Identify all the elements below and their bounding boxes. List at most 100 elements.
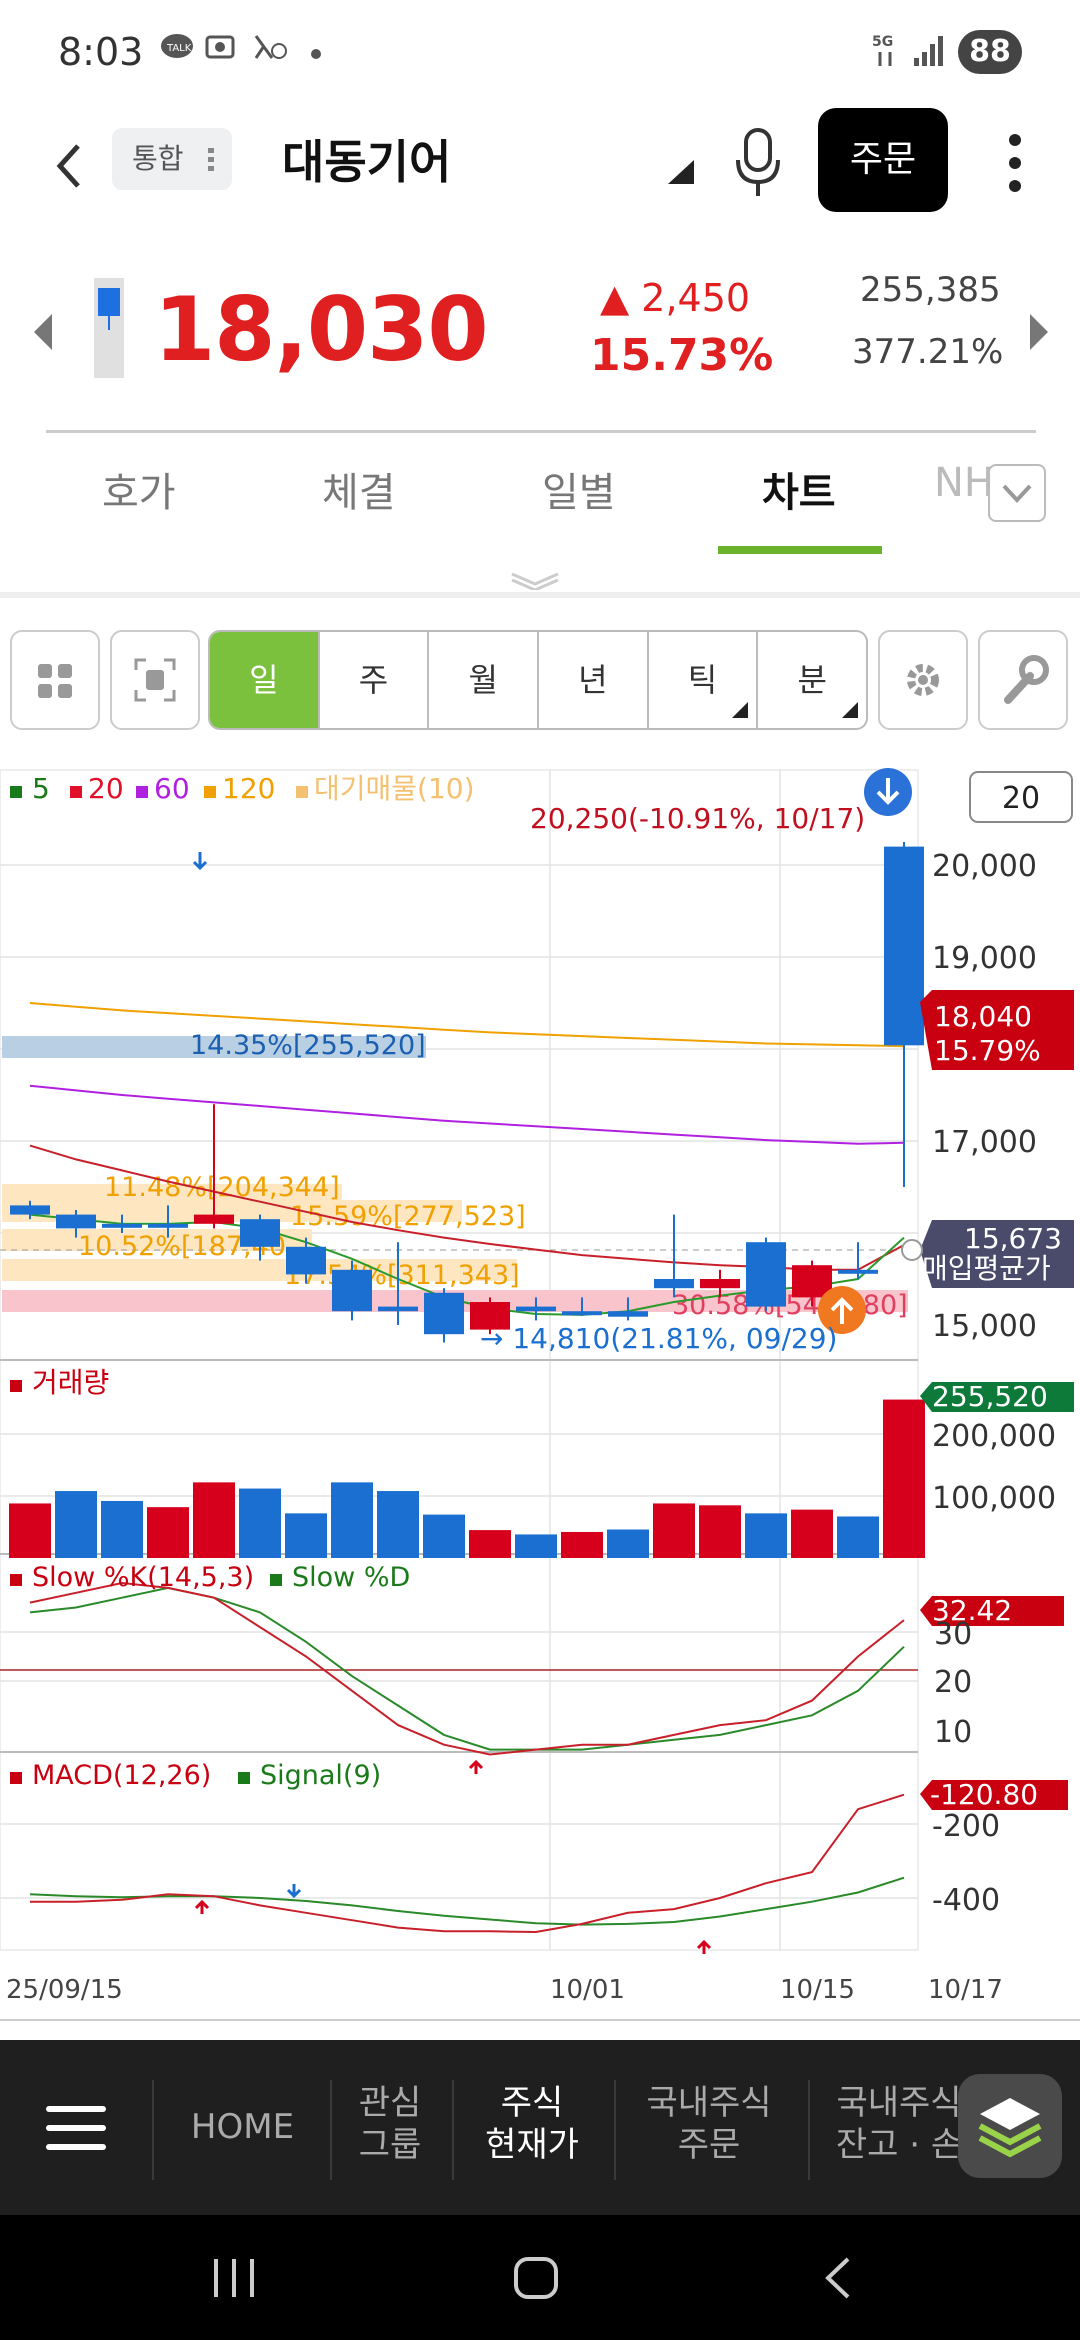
back-arrow-icon [56,144,80,188]
more-vertical-icon [1009,134,1021,192]
avg-price-tag [920,1220,1074,1288]
stock-chart[interactable]: 14.35%[255,520] 11.48%[204,344] 15.59%[2… [0,762,1080,2022]
candle-body [378,1306,418,1312]
dropdown-corner-icon [842,702,859,718]
volume-bar [883,1399,925,1558]
tab-expand-button[interactable] [988,464,1046,522]
market-tag-button[interactable]: 통합 [112,128,232,190]
nav-home[interactable]: HOME [190,2107,295,2147]
voice-search-button[interactable] [730,126,786,202]
tab-nh[interactable]: NH [934,460,994,506]
avg-price-handle[interactable] [901,1239,923,1261]
price-tick: 17,000 [932,1125,1037,1160]
volume-bar [377,1491,419,1558]
volume-axis: 200,000 100,000 [932,1419,1056,1516]
home-icon[interactable] [512,2253,560,2303]
period-month[interactable]: 월 [429,632,540,728]
macd-tick: -400 [932,1883,1000,1918]
candle-body [654,1279,694,1289]
system-navigation [0,2215,1080,2340]
current-price: 18,030 [154,278,489,381]
period-minute[interactable]: 분 [758,632,866,728]
wrench-icon [1004,655,1049,704]
ma60-line [29,1084,905,1145]
menu-button[interactable] [46,2104,108,2152]
period-week[interactable]: 주 [320,632,430,728]
candle-body [838,1269,878,1274]
tools-button[interactable] [978,630,1068,730]
ma120-line [29,1002,905,1048]
volume-bar [239,1488,281,1558]
ma60-legend: 60 [154,772,190,805]
more-menu-button[interactable] [1000,130,1030,196]
candle-body [332,1269,372,1312]
prev-stock-button[interactable] [34,314,52,350]
back-button[interactable] [48,136,88,196]
settings-button[interactable] [878,630,968,730]
nav-balance[interactable]: 국내주식 잔고 · 손 [835,2083,963,2165]
period-day[interactable]: 일 [210,632,320,728]
candle-body [608,1311,648,1317]
period-tick[interactable]: 틱 [649,632,759,728]
vp-bar [2,1200,462,1222]
stoch-tag [920,1596,1064,1626]
signal-title: Signal(9) [260,1760,381,1791]
battery-indicator: 88 [958,30,1022,74]
candle-body [240,1219,280,1247]
layout-button[interactable] [10,630,100,730]
candle-body [102,1223,142,1228]
candle-body [792,1265,832,1298]
price-axis: 20,000 19,000 17,000 15,000 [932,849,1037,1344]
volume-tick: 100,000 [932,1481,1056,1516]
tab-daily[interactable]: 일별 [542,470,616,516]
avg-tag-label: 매입평균가 [922,1252,1051,1285]
low-annotation: → 14,810(21.81%, 09/29) [480,1322,837,1355]
tab-orderbook[interactable]: 호가 [102,470,176,516]
volume-bar [9,1503,51,1558]
fullscreen-button[interactable] [110,630,200,730]
signal-markers [192,768,912,1954]
tab-chart[interactable]: 차트 [762,470,836,516]
order-button[interactable]: 주문 [818,108,948,212]
nav-order[interactable]: 국내주식 주문 [646,2083,772,2165]
volume-bars [9,1399,925,1558]
current-tag-pct: 15.79% [934,1034,1041,1067]
avg-tag-price: 15,673 [964,1222,1062,1255]
stoch-k-line [29,1581,905,1756]
period-minute-label: 분 [797,661,827,699]
candle-body [746,1242,786,1307]
collapse-handle-icon[interactable] [510,570,560,590]
screenshot-icon [204,32,236,69]
next-stock-button[interactable] [1030,314,1048,350]
nav-watchlist[interactable]: 관심 그룹 [358,2083,422,2165]
back-nav-icon[interactable] [818,2253,858,2303]
volume-bar [101,1500,143,1558]
recent-apps-icon[interactable] [210,2255,258,2301]
fullscreen-icon [134,658,176,702]
stock-dropdown-icon[interactable] [668,160,694,184]
divider [46,430,1036,433]
nav-separator [614,2080,616,2180]
price-change-percent: 15.73% [590,330,774,381]
stoch-k-title: Slow %K(14,5,3) [32,1562,254,1593]
talk-notification-icon: TALK [160,32,194,69]
up-arrow-icon [194,1899,210,1914]
volume-tag [920,1382,1074,1412]
market-tag-label: 통합 [132,142,184,175]
nav-separator [152,2080,154,2180]
stock-name[interactable]: 대동기어 [282,135,452,189]
candle-count-input[interactable] [969,771,1073,823]
volume-ratio: 377.21% [852,332,1004,372]
candle-body [56,1214,96,1229]
candle-body [194,1214,234,1224]
x-tick: 25/09/15 [6,1975,123,2005]
volume-bar [699,1505,741,1558]
x-tick: 10/17 [928,1975,1003,2005]
vp-bar [2,1229,312,1251]
stoch-tick: 30 [934,1617,972,1652]
vp-label: 30.58%[544,380] [672,1290,908,1321]
tab-trades[interactable]: 체결 [322,470,396,516]
period-year[interactable]: 년 [539,632,649,728]
layers-button[interactable] [958,2074,1062,2178]
nav-current-price[interactable]: 주식 현재가 [485,2083,579,2165]
